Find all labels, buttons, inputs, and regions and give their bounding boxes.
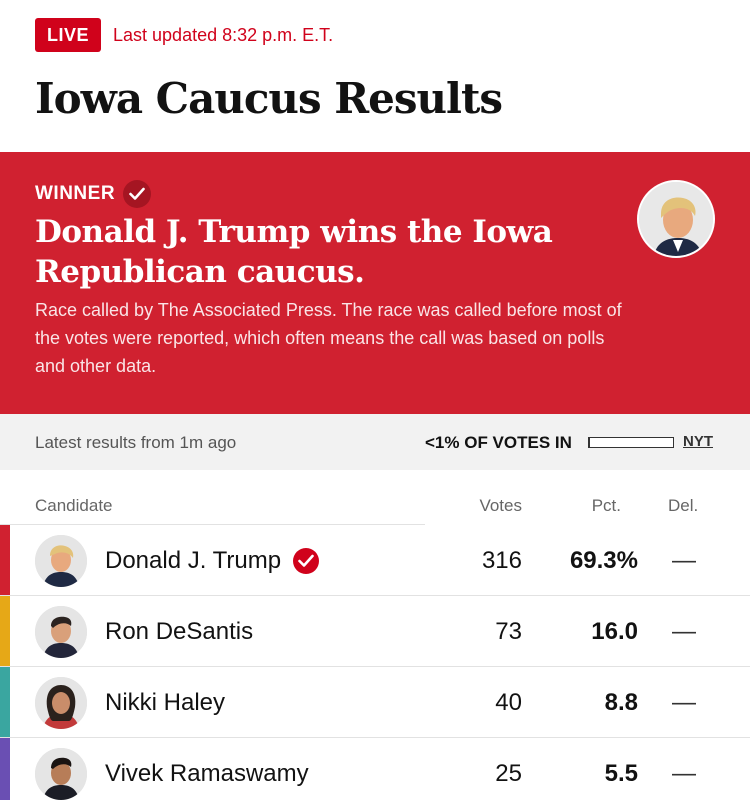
candidate-name-cell: Donald J. Trump <box>105 547 320 575</box>
candidate-avatar-icon <box>35 606 87 658</box>
nyt-source-link[interactable]: NYT <box>683 433 713 450</box>
table-row[interactable]: Ron DeSantis 73 16.0 — <box>0 596 750 667</box>
winner-label-row: WINNER <box>35 180 152 208</box>
winner-panel: WINNER Donald J. Trump wins the Iowa Rep… <box>0 152 750 414</box>
winner-label: WINNER <box>35 183 116 204</box>
candidate-pct: 16.0 <box>591 618 638 645</box>
page-title: Iowa Caucus Results <box>35 74 503 123</box>
live-status-row: LIVE Last updated 8:32 p.m. E.T. <box>35 18 333 52</box>
candidate-name: Ron DeSantis <box>105 618 254 645</box>
candidate-avatar-icon <box>35 677 87 729</box>
header-delegates: Del. <box>668 496 699 515</box>
candidate-pct: 5.5 <box>604 760 638 787</box>
winner-headline: Donald J. Trump wins the Iowa Republican… <box>35 214 553 290</box>
candidate-delegates: — <box>672 760 696 787</box>
candidate-delegates: — <box>672 547 696 574</box>
header-candidate: Candidate <box>35 496 113 515</box>
candidate-color-stripe <box>0 667 10 737</box>
candidate-name: Donald J. Trump <box>105 547 282 574</box>
last-updated-text: Last updated 8:32 p.m. E.T. <box>113 24 334 45</box>
live-badge: LIVE <box>35 18 102 52</box>
candidate-avatar-icon <box>35 748 87 800</box>
candidate-votes: 316 <box>481 547 522 574</box>
header-pct: Pct. <box>591 496 621 515</box>
candidate-votes: 73 <box>495 618 522 645</box>
winner-portrait-icon <box>637 180 715 258</box>
table-row[interactable]: Vivek Ramaswamy 25 5.5 — <box>0 738 750 800</box>
candidate-pct: 69.3% <box>569 547 638 574</box>
votes-in-label: <1% OF VOTES IN <box>425 433 572 452</box>
checkmark-icon <box>123 180 152 208</box>
winner-description: Race called by The Associated Press. The… <box>35 300 622 376</box>
candidate-color-stripe <box>0 596 10 666</box>
candidate-name-cell: Nikki Haley <box>105 689 225 717</box>
candidate-name: Nikki Haley <box>105 689 226 716</box>
candidate-delegates: — <box>672 618 696 645</box>
candidate-delegates: — <box>672 689 696 716</box>
candidate-color-stripe <box>0 525 10 595</box>
candidate-color-stripe <box>0 738 10 800</box>
header-divider <box>0 524 425 525</box>
candidate-avatar-icon <box>35 535 87 587</box>
table-header: Candidate Votes Pct. Del. <box>0 486 750 524</box>
table-row[interactable]: Donald J. Trump 316 69.3% — <box>0 525 750 596</box>
candidate-pct: 8.8 <box>604 689 638 716</box>
winner-check-icon <box>293 548 320 574</box>
latest-results-text: Latest results from 1m ago <box>35 433 237 452</box>
candidate-votes: 25 <box>495 760 522 787</box>
candidate-name: Vivek Ramaswamy <box>105 760 309 787</box>
results-status-bar: Latest results from 1m ago <1% OF VOTES … <box>0 414 750 470</box>
table-row[interactable]: Nikki Haley 40 8.8 — <box>0 667 750 738</box>
candidate-name-cell: Ron DeSantis <box>105 618 253 646</box>
candidate-votes: 40 <box>495 689 522 716</box>
votes-in-progress-bar <box>588 437 674 448</box>
candidate-name-cell: Vivek Ramaswamy <box>105 760 309 788</box>
header-votes: Votes <box>479 496 522 515</box>
